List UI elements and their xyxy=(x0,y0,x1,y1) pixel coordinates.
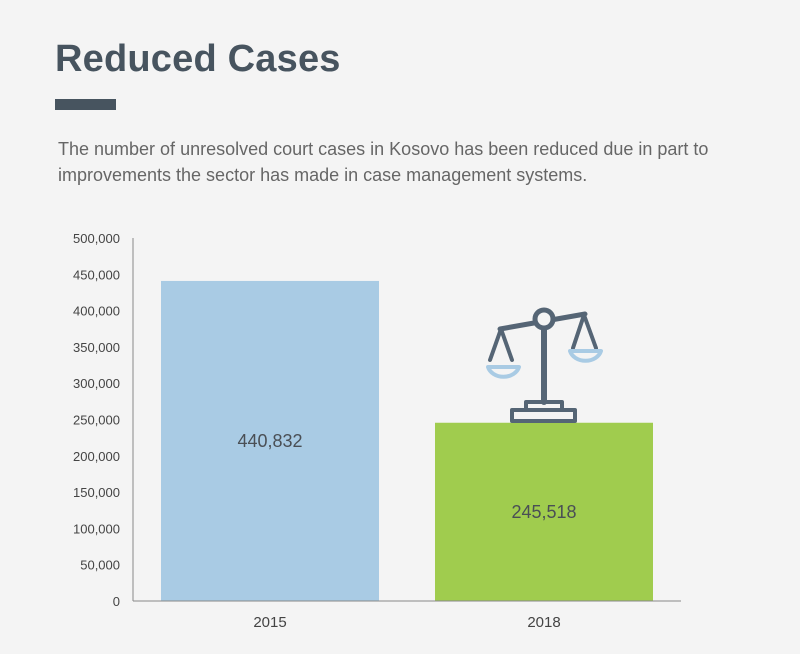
page-title: Reduced Cases xyxy=(55,38,341,80)
y-tick-label: 100,000 xyxy=(73,521,120,536)
y-tick-label: 450,000 xyxy=(73,267,120,282)
y-tick-label: 300,000 xyxy=(73,376,120,391)
y-tick-label: 150,000 xyxy=(73,485,120,500)
bars xyxy=(161,280,653,601)
x-tick-label: 2018 xyxy=(527,614,560,631)
x-tick-label: 2015 xyxy=(253,614,286,631)
x-axis-ticks: 2015 2018 xyxy=(253,614,560,631)
y-tick-label: 200,000 xyxy=(73,449,120,464)
y-tick-label: 250,000 xyxy=(73,413,120,428)
y-tick-label: 350,000 xyxy=(73,340,120,355)
scales-of-justice-icon xyxy=(486,307,603,423)
data-labels: 440,832 245,518 xyxy=(237,431,576,522)
data-label: 245,518 xyxy=(511,502,576,522)
bar-2018 xyxy=(435,422,653,601)
y-axis-ticks: 0 50,000 100,000 150,000 200,000 250,000 300,0… xyxy=(73,231,120,609)
page-subtitle: The number of unresolved court cases in … xyxy=(58,139,709,185)
y-tick-label: 50,000 xyxy=(80,558,120,573)
y-tick-label: 500,000 xyxy=(73,231,120,246)
data-label: 440,832 xyxy=(237,431,302,451)
title-underline xyxy=(55,99,116,110)
y-tick-label: 0 xyxy=(113,594,120,609)
y-tick-label: 400,000 xyxy=(73,304,120,319)
bar-2015 xyxy=(161,280,379,601)
